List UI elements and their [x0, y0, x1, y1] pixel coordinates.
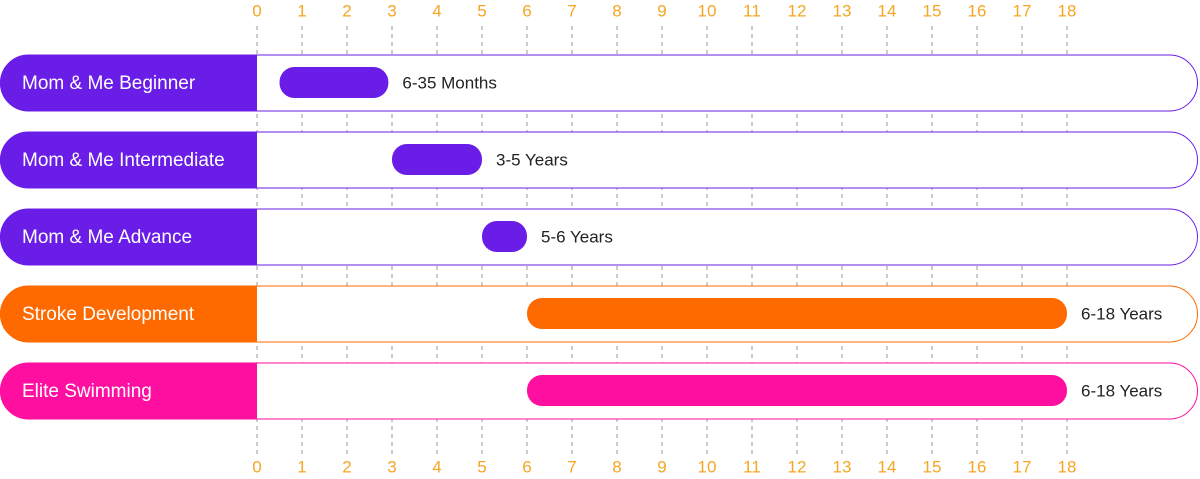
x-tick-label: 17 — [1013, 1, 1032, 20]
range-bar — [527, 375, 1067, 406]
range-bar — [527, 298, 1067, 329]
x-tick-label: 7 — [567, 1, 576, 20]
x-tick-label: 3 — [387, 1, 396, 20]
x-tick-label: 0 — [252, 1, 261, 20]
row-label-panel — [0, 132, 257, 188]
x-tick-label: 13 — [833, 457, 852, 476]
x-tick-label: 6 — [522, 1, 531, 20]
row-label-panel — [0, 286, 257, 342]
row-label-panel — [0, 209, 257, 265]
x-tick-label: 0 — [252, 457, 261, 476]
range-bar — [482, 221, 527, 252]
category-label: Stroke Development — [22, 304, 195, 325]
x-tick-label: 8 — [612, 457, 621, 476]
x-tick-label: 12 — [788, 457, 807, 476]
x-tick-label: 18 — [1058, 1, 1077, 20]
x-tick-label: 11 — [743, 457, 761, 476]
x-tick-label: 4 — [432, 457, 441, 476]
x-tick-label: 4 — [432, 1, 441, 20]
category-label: Mom & Me Advance — [22, 227, 192, 248]
x-tick-label: 1 — [297, 1, 306, 20]
range-bar — [392, 144, 482, 175]
x-tick-label: 14 — [878, 457, 897, 476]
x-tick-label: 11 — [743, 1, 761, 20]
x-tick-label: 1 — [297, 457, 306, 476]
x-tick-label: 17 — [1013, 457, 1032, 476]
x-tick-label: 16 — [968, 1, 987, 20]
x-tick-label: 10 — [698, 1, 717, 20]
range-label: 6-35 Months — [402, 73, 497, 92]
x-tick-label: 9 — [657, 1, 666, 20]
category-label: Mom & Me Intermediate — [22, 150, 225, 171]
x-tick-label: 6 — [522, 457, 531, 476]
x-tick-label: 5 — [477, 1, 486, 20]
x-tick-label: 15 — [923, 1, 942, 20]
range-label: 3-5 Years — [496, 150, 568, 169]
x-tick-label: 3 — [387, 457, 396, 476]
row-label-panel — [0, 55, 257, 111]
range-label: 6-18 Years — [1081, 304, 1162, 323]
x-tick-label: 16 — [968, 457, 987, 476]
x-tick-label: 14 — [878, 1, 897, 20]
x-tick-label: 7 — [567, 457, 576, 476]
x-tick-label: 18 — [1058, 457, 1077, 476]
range-label: 6-18 Years — [1081, 381, 1162, 400]
row-label-panel — [0, 363, 257, 419]
x-tick-label: 9 — [657, 457, 666, 476]
x-tick-label: 15 — [923, 457, 942, 476]
category-label: Mom & Me Beginner — [22, 73, 196, 94]
category-label: Elite Swimming — [22, 381, 152, 402]
x-tick-label: 2 — [342, 457, 351, 476]
x-tick-label: 2 — [342, 1, 351, 20]
range-label: 5-6 Years — [541, 227, 613, 246]
range-bar — [279, 67, 389, 98]
x-tick-label: 5 — [477, 457, 486, 476]
x-tick-label: 12 — [788, 1, 807, 20]
x-tick-label: 13 — [833, 1, 852, 20]
x-tick-label: 10 — [698, 457, 717, 476]
x-tick-label: 8 — [612, 1, 621, 20]
